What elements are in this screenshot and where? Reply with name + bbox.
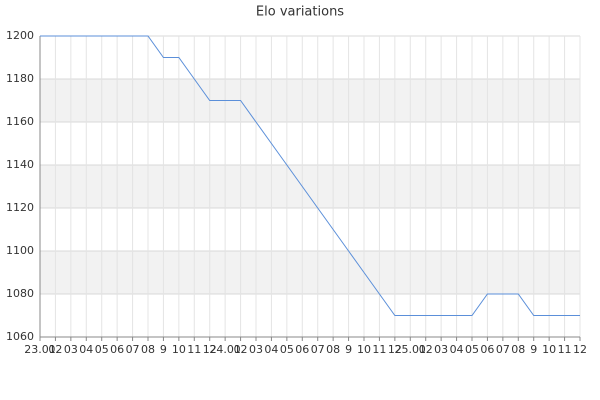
y-tick-label: 1080 — [6, 287, 34, 300]
x-tick-label: 07 — [496, 343, 510, 356]
y-tick-label: 1060 — [6, 330, 34, 343]
x-tick-label: 04 — [450, 343, 464, 356]
x-tick-label: 24.01 — [209, 343, 241, 356]
y-tick-label: 1100 — [6, 244, 34, 257]
x-tick-label: 11 — [558, 343, 572, 356]
x-tick-label: 06 — [480, 343, 494, 356]
x-tick-label: 08 — [326, 343, 340, 356]
x-tick-label: 23.01 — [24, 343, 56, 356]
y-tick-label: 1180 — [6, 72, 34, 85]
x-tick-label: 02 — [419, 343, 433, 356]
x-tick-label: 04 — [264, 343, 278, 356]
x-tick-label: 25.01 — [395, 343, 427, 356]
x-tick-label: 03 — [434, 343, 448, 356]
y-tick-label: 1120 — [6, 201, 34, 214]
x-tick-label: 10 — [542, 343, 556, 356]
x-tick-label: 02 — [48, 343, 62, 356]
x-tick-label: 10 — [172, 343, 186, 356]
line — [40, 35, 580, 316]
x-tick-label: 05 — [95, 343, 109, 356]
y-tick-label: 1200 — [6, 29, 34, 42]
x-tick-label: 12 — [388, 343, 402, 356]
x-tick-label: 05 — [465, 343, 479, 356]
x-tick-label: 08 — [511, 343, 525, 356]
x-tick-label: 07 — [126, 343, 140, 356]
grid-band — [40, 251, 580, 294]
x-tick-label: 06 — [110, 343, 124, 356]
x-tick-label: 03 — [64, 343, 78, 356]
x-tick-label: 9 — [160, 343, 167, 356]
x-tick-label: 12 — [203, 343, 217, 356]
x-tick-label: 04 — [79, 343, 93, 356]
x-tick-label: 9 — [530, 343, 537, 356]
x-tick-label: 12 — [573, 343, 587, 356]
x-tick-label: 11 — [187, 343, 201, 356]
y-tick-label: 1140 — [6, 158, 34, 171]
x-tick-label: 05 — [280, 343, 294, 356]
chart-title: Elo variations — [256, 5, 344, 20]
x-tick-label: 08 — [141, 343, 155, 356]
x-tick-label: 11 — [372, 343, 386, 356]
x-tick-label: 9 — [345, 343, 352, 356]
grid-band — [40, 165, 580, 208]
y-tick-label: 1160 — [6, 115, 34, 128]
x-tick-label: 07 — [311, 343, 325, 356]
x-tick-label: 06 — [295, 343, 309, 356]
x-tick-label: 02 — [234, 343, 248, 356]
x-tick-label: 03 — [249, 343, 263, 356]
x-tick-label: 10 — [357, 343, 371, 356]
grid-band — [40, 79, 580, 122]
